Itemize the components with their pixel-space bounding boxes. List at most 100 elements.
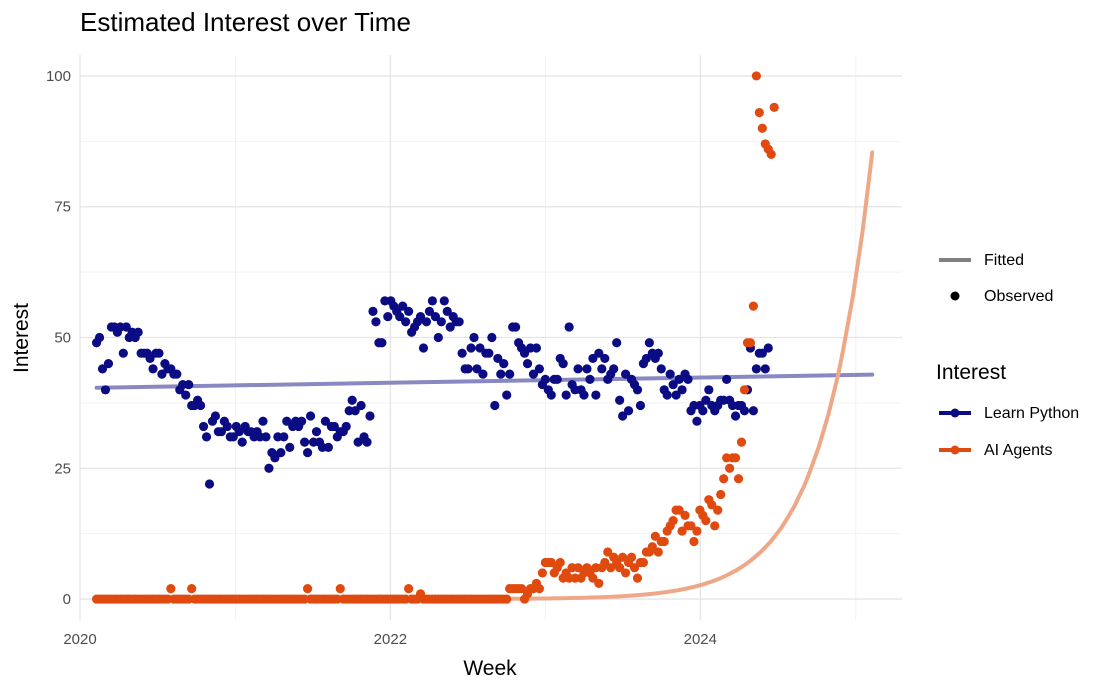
data-point (297, 416, 307, 426)
data-point (748, 301, 758, 311)
data-point (722, 374, 732, 384)
data-point (653, 547, 663, 557)
data-point (415, 311, 426, 322)
data-point (424, 306, 435, 316)
data-point (710, 521, 720, 531)
y-tick-label: 75 (54, 199, 71, 216)
data-point (377, 338, 387, 348)
data-point (707, 500, 717, 510)
data-point (531, 343, 542, 353)
data-point (713, 505, 723, 515)
data-point (558, 359, 568, 369)
data-point (285, 442, 295, 452)
points-1 (91, 71, 779, 604)
data-point (496, 369, 506, 379)
data-point (597, 364, 607, 374)
data-point (184, 379, 194, 390)
data-point (748, 406, 758, 416)
data-point (100, 385, 111, 395)
data-point (187, 584, 197, 594)
data-point (564, 322, 574, 332)
data-point (653, 348, 663, 358)
data-point (368, 306, 378, 316)
data-point (300, 437, 310, 447)
data-point (677, 385, 687, 395)
data-point (585, 374, 595, 384)
data-point (665, 369, 675, 379)
data-point (469, 332, 479, 343)
data-point (603, 547, 613, 557)
data-point (555, 557, 565, 568)
y-tick-label: 0 (63, 591, 71, 608)
data-point (421, 317, 432, 327)
data-point (561, 390, 571, 400)
x-tick-label: 2024 (684, 631, 717, 648)
data-point (552, 374, 562, 384)
data-point (121, 322, 131, 332)
data-point (475, 343, 485, 353)
data-point (659, 536, 669, 547)
data-point (157, 369, 167, 379)
data-point (282, 416, 292, 426)
data-point (623, 406, 634, 416)
data-point (588, 573, 598, 583)
data-point (323, 442, 333, 452)
data-point (638, 557, 649, 568)
data-point (644, 338, 654, 348)
data-point (680, 510, 690, 520)
data-point (454, 317, 464, 327)
chart-title: Estimated Interest over Time (80, 7, 411, 37)
legend: Fitted Observed Interest Learn Python AI… (936, 252, 1079, 459)
data-point (234, 427, 244, 437)
data-point (427, 296, 438, 306)
data-point (404, 584, 414, 594)
data-point (739, 385, 750, 395)
data-point (683, 374, 693, 384)
data-point (442, 306, 452, 316)
data-point (733, 474, 744, 484)
data-point (677, 526, 687, 536)
data-point (347, 395, 357, 405)
data-point (222, 421, 232, 432)
data-point (692, 416, 702, 426)
data-point (511, 322, 521, 332)
data-point (612, 338, 622, 348)
data-point (730, 453, 741, 463)
data-point (490, 400, 500, 411)
data-point (620, 369, 631, 379)
data-point (279, 432, 289, 442)
data-point (118, 348, 128, 358)
data-point (365, 411, 375, 421)
data-point (201, 432, 212, 442)
data-point (609, 364, 619, 374)
data-point (674, 374, 684, 384)
data-point (620, 568, 631, 578)
data-point (210, 411, 221, 421)
data-point (615, 395, 625, 405)
data-point (650, 531, 660, 541)
data-point (540, 374, 550, 384)
data-point (701, 395, 711, 405)
data-point (433, 332, 443, 343)
x-tick-label: 2020 (63, 631, 96, 648)
series-0 (94, 372, 875, 390)
data-point (686, 521, 696, 531)
data-point (320, 416, 331, 426)
data-point (198, 421, 209, 432)
data-point (591, 390, 601, 400)
data-point (594, 578, 604, 588)
data-point (466, 343, 476, 353)
data-point (739, 406, 750, 416)
data-point (329, 421, 339, 432)
data-point (656, 364, 666, 374)
x-axis-title: Week (463, 657, 517, 680)
legend-ai-agents-label: AI Agents (984, 442, 1053, 459)
data-point (353, 437, 363, 447)
legend-title: Interest (936, 361, 1006, 384)
fitted-line (94, 372, 875, 390)
data-point (264, 463, 274, 473)
data-point (534, 584, 545, 594)
data-point (600, 557, 610, 568)
data-point (751, 364, 761, 374)
data-point (166, 584, 176, 594)
